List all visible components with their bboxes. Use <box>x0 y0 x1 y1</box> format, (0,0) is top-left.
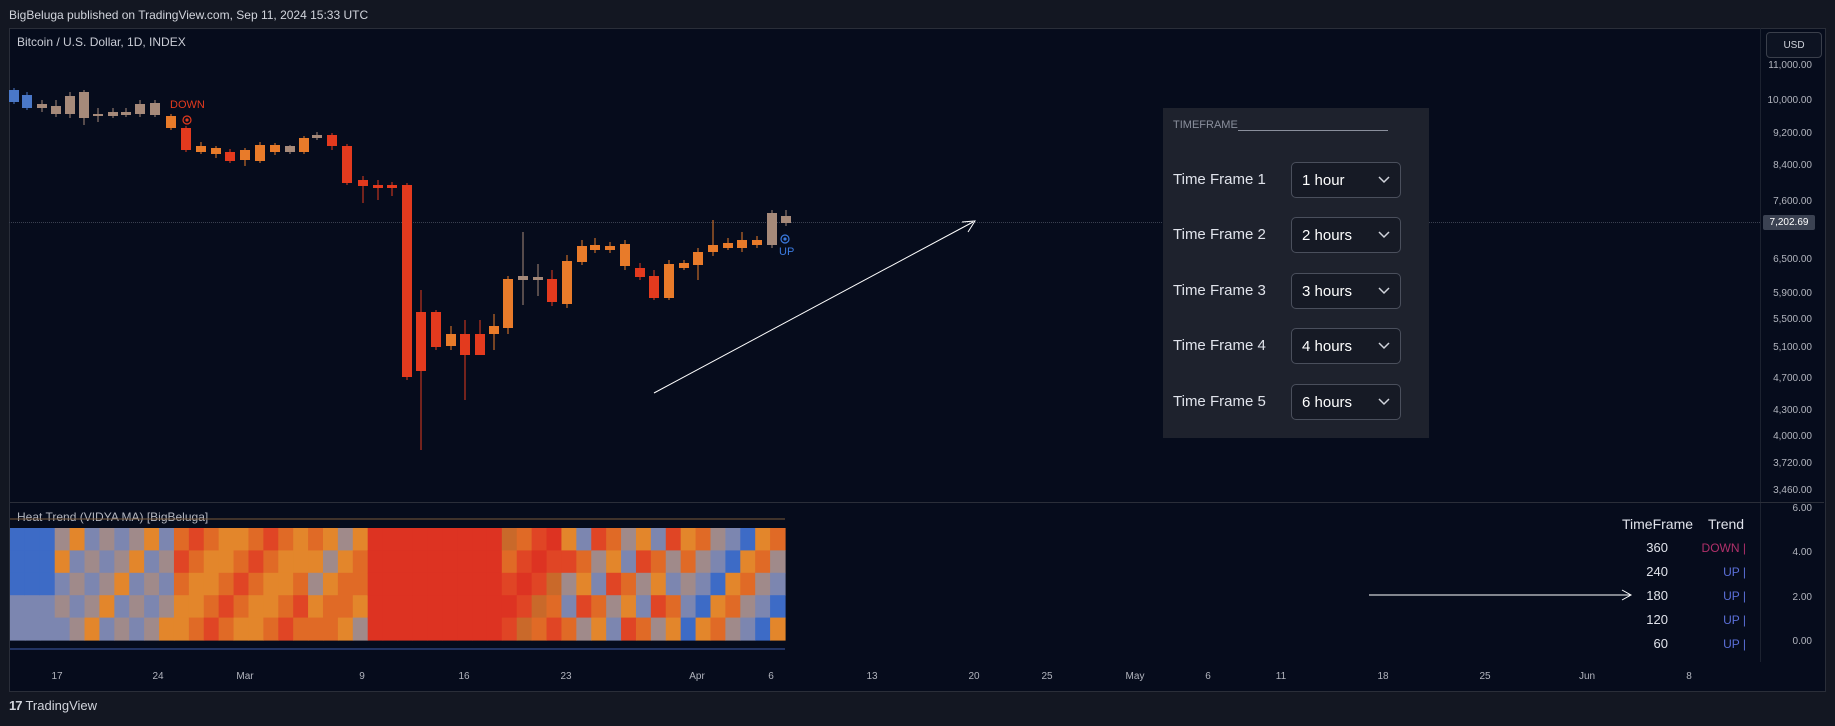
down-signal-label: DOWN <box>170 99 205 111</box>
time-axis-label: 11 <box>1275 671 1287 682</box>
timeframe-3-value: 3 hours <box>1302 283 1353 300</box>
price-label: 7,600.00 <box>1773 196 1812 207</box>
trend-table-trend: UP | <box>1723 589 1746 603</box>
trend-table-header-trend: Trend <box>1708 516 1745 532</box>
price-label: 5,500.00 <box>1773 314 1812 325</box>
price-label: 3,460.00 <box>1773 485 1812 496</box>
price-axis-divider <box>1760 28 1761 662</box>
up-signal-label: UP <box>779 246 795 258</box>
timeframe-4-label: Time Frame 4 <box>1173 337 1266 354</box>
timeframe-4-value: 4 hours <box>1302 338 1353 355</box>
timeframe-2-label: Time Frame 2 <box>1173 226 1266 243</box>
timeframe-4-select[interactable]: 4 hours <box>1291 328 1401 364</box>
indicator-scale-label: 6.00 <box>1792 503 1812 514</box>
time-axis-label: 18 <box>1377 671 1389 682</box>
time-axis-label: 25 <box>1041 671 1053 682</box>
price-label: 4,300.00 <box>1773 405 1812 416</box>
tradingview-logo-icon: 17 <box>9 698 23 713</box>
price-label: 4,700.00 <box>1773 373 1812 384</box>
price-label: 3,720.00 <box>1773 458 1812 469</box>
trend-table-header-timeframe: TimeFrame <box>1622 516 1694 532</box>
time-axis-label: 9 <box>359 671 365 682</box>
symbol-title: Bitcoin / U.S. Dollar, 1D, INDEX <box>17 35 186 49</box>
timeframe-5-label: Time Frame 5 <box>1173 393 1266 410</box>
footer: 17 TradingView <box>9 698 97 713</box>
time-axis-label: 6 <box>1205 671 1211 682</box>
timeframe-1-value: 1 hour <box>1302 172 1345 189</box>
last-price-tag: 7,202.69 <box>1763 215 1815 230</box>
timeframe-header-divider <box>1238 130 1388 131</box>
time-axis-label: 25 <box>1479 671 1491 682</box>
chevron-down-icon <box>1378 342 1390 350</box>
price-label: 4,000.00 <box>1773 431 1812 442</box>
trend-table-timeframe: 60 <box>1653 636 1668 651</box>
time-axis-label: Apr <box>689 671 705 682</box>
timeframe-2-value: 2 hours <box>1302 227 1353 244</box>
last-price-line <box>9 222 1760 223</box>
timeframe-1-label: Time Frame 1 <box>1173 171 1266 188</box>
time-axis-label: 13 <box>866 671 878 682</box>
time-axis-label: Mar <box>236 671 254 682</box>
trend-table-trend: UP | <box>1723 565 1746 579</box>
up-signal-icon <box>780 234 790 244</box>
price-label: 5,900.00 <box>1773 288 1812 299</box>
chevron-down-icon <box>1378 231 1390 239</box>
price-label: 9,200.00 <box>1773 128 1812 139</box>
time-axis-label: Jun <box>1578 671 1596 682</box>
publish-bar: BigBeluga published on TradingView.com, … <box>0 0 1835 28</box>
time-axis-label: 17 <box>51 671 63 682</box>
timeframe-5-select[interactable]: 6 hours <box>1291 384 1401 420</box>
chevron-down-icon <box>1378 287 1390 295</box>
timeframe-header: TIMEFRAME <box>1173 119 1238 131</box>
timeframe-settings-panel: TIMEFRAME Time Frame 1 1 hour Time Frame… <box>1163 108 1429 438</box>
indicator-scale-label: 4.00 <box>1792 547 1812 558</box>
indicator-scale-label: 2.00 <box>1792 592 1812 603</box>
timeframe-5-value: 6 hours <box>1302 394 1353 411</box>
trend-table-timeframe: 360 <box>1646 540 1668 555</box>
timeframe-3-label: Time Frame 3 <box>1173 282 1266 299</box>
time-axis-label: 23 <box>560 671 572 682</box>
trend-table-trend: DOWN | <box>1701 541 1746 555</box>
timeframe-3-select[interactable]: 3 hours <box>1291 273 1401 309</box>
price-label: 6,500.00 <box>1773 254 1812 265</box>
trend-table-timeframe: 180 <box>1646 588 1668 603</box>
footer-brand: TradingView <box>25 698 98 713</box>
down-signal-icon <box>182 115 192 125</box>
trend-table-timeframe: 120 <box>1646 612 1668 627</box>
timeframe-2-select[interactable]: 2 hours <box>1291 217 1401 253</box>
price-label: 8,400.00 <box>1773 160 1812 171</box>
price-label: 10,000.00 <box>1767 95 1813 106</box>
time-axis-label: 8 <box>1686 671 1692 682</box>
trend-table-trend: UP | <box>1723 637 1746 651</box>
time-axis-label: 24 <box>152 671 164 682</box>
timeframe-1-select[interactable]: 1 hour <box>1291 162 1401 198</box>
indicator-title[interactable]: Heat Trend (VIDYA MA) [BigBeluga] <box>17 510 209 524</box>
time-axis-label: 16 <box>458 671 470 682</box>
price-label: 11,000.00 <box>1768 60 1812 71</box>
trend-table-trend: UP | <box>1723 613 1746 627</box>
time-axis-label: 20 <box>968 671 980 682</box>
price-label: 5,100.00 <box>1773 342 1812 353</box>
trend-table-timeframe: 240 <box>1646 564 1668 579</box>
chevron-down-icon <box>1378 176 1390 184</box>
pane-divider[interactable] <box>9 502 1824 503</box>
chevron-down-icon <box>1378 398 1390 406</box>
publish-info: BigBeluga published on TradingView.com, … <box>9 8 369 22</box>
time-axis-label: 6 <box>768 671 774 682</box>
currency-button[interactable]: USD <box>1766 32 1822 58</box>
indicator-scale-label: 0.00 <box>1792 636 1812 647</box>
time-axis-label: May <box>1125 671 1145 682</box>
